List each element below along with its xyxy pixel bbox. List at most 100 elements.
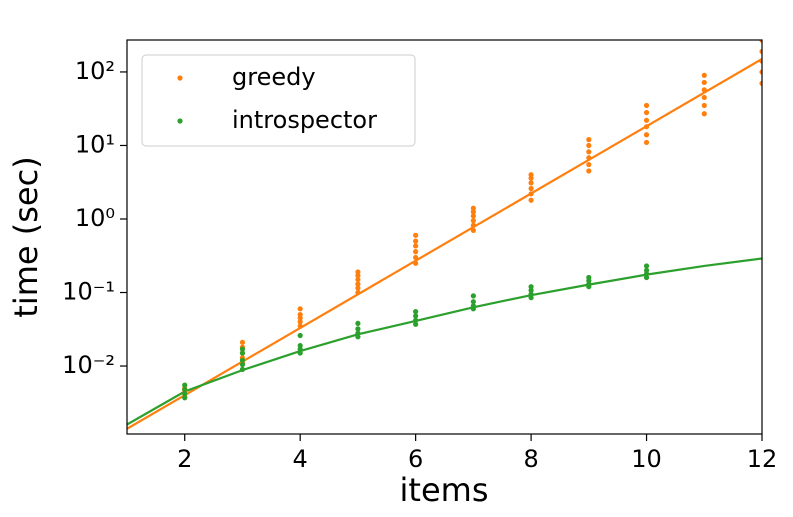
point <box>413 317 419 323</box>
legend-label: greedy <box>232 63 316 91</box>
point <box>239 361 246 368</box>
point <box>413 249 419 255</box>
point <box>470 227 476 233</box>
point <box>297 323 303 329</box>
plot-frame <box>126 39 763 435</box>
point <box>470 222 476 228</box>
point <box>470 213 476 219</box>
point <box>470 303 476 309</box>
point <box>355 330 361 336</box>
point <box>643 139 650 146</box>
point <box>413 260 419 266</box>
point <box>470 293 476 299</box>
point <box>643 102 650 109</box>
point <box>586 168 592 174</box>
y-tick-label: 10⁻² <box>62 351 115 379</box>
y-tick-label: 10⁰ <box>75 204 115 232</box>
point <box>182 386 188 393</box>
point <box>586 149 592 155</box>
point <box>239 339 246 345</box>
point <box>182 382 188 388</box>
x-axis-label: items <box>400 471 489 509</box>
point <box>355 281 361 287</box>
point <box>413 309 419 315</box>
y-axis-label: time (sec) <box>7 156 45 317</box>
x-tick-label: 10 <box>631 445 662 473</box>
point <box>297 312 303 318</box>
point <box>355 269 361 275</box>
point <box>470 299 476 305</box>
point <box>297 332 303 339</box>
point <box>586 137 592 143</box>
point <box>586 155 592 161</box>
point <box>759 80 762 86</box>
point <box>182 395 188 401</box>
point <box>239 350 246 356</box>
point <box>470 209 476 215</box>
point <box>239 357 246 363</box>
legend-label: introspector <box>232 106 377 134</box>
point <box>297 350 303 356</box>
legend-marker <box>177 118 183 124</box>
point <box>413 313 419 319</box>
point <box>701 72 707 78</box>
point <box>643 274 650 281</box>
point <box>239 346 246 352</box>
point <box>413 321 419 327</box>
point <box>297 342 303 349</box>
point <box>701 102 707 109</box>
point <box>528 185 534 192</box>
point <box>470 218 476 224</box>
point <box>297 306 303 312</box>
fit-line <box>127 257 762 426</box>
x-tick-label: 8 <box>523 445 538 473</box>
x-tick-label: 6 <box>408 445 423 473</box>
point <box>643 132 650 138</box>
point <box>586 142 592 149</box>
point <box>182 391 188 397</box>
point <box>643 267 650 273</box>
point <box>355 326 361 332</box>
point <box>643 117 650 123</box>
point <box>643 124 650 130</box>
point <box>413 232 419 238</box>
point <box>759 48 762 55</box>
point <box>701 111 707 117</box>
legend-marker <box>177 75 183 81</box>
point <box>355 276 361 283</box>
point <box>701 79 707 86</box>
point <box>239 366 246 372</box>
point <box>413 254 419 261</box>
point <box>470 205 476 211</box>
point <box>355 285 361 291</box>
point <box>528 191 534 197</box>
point <box>355 320 361 327</box>
point <box>643 109 650 116</box>
point <box>586 161 592 168</box>
y-tick-label: 10¹ <box>75 130 115 158</box>
point <box>355 334 361 340</box>
point <box>528 180 534 186</box>
point <box>528 172 534 178</box>
point <box>413 238 419 244</box>
point <box>528 291 534 297</box>
y-tick-label: 10⁻¹ <box>62 278 115 306</box>
point <box>701 94 707 101</box>
fit-line <box>127 58 762 430</box>
point <box>528 287 534 293</box>
point <box>759 69 762 75</box>
y-tick-label: 10² <box>75 57 115 85</box>
x-tick-label: 4 <box>293 445 308 473</box>
point <box>643 263 650 269</box>
point <box>528 284 534 290</box>
x-tick-label: 2 <box>177 445 192 473</box>
point <box>759 40 762 43</box>
point <box>297 319 303 325</box>
point <box>759 58 762 64</box>
point <box>701 87 707 93</box>
point <box>355 289 361 296</box>
legend-box <box>141 54 416 147</box>
point <box>586 274 592 281</box>
point <box>528 197 534 203</box>
